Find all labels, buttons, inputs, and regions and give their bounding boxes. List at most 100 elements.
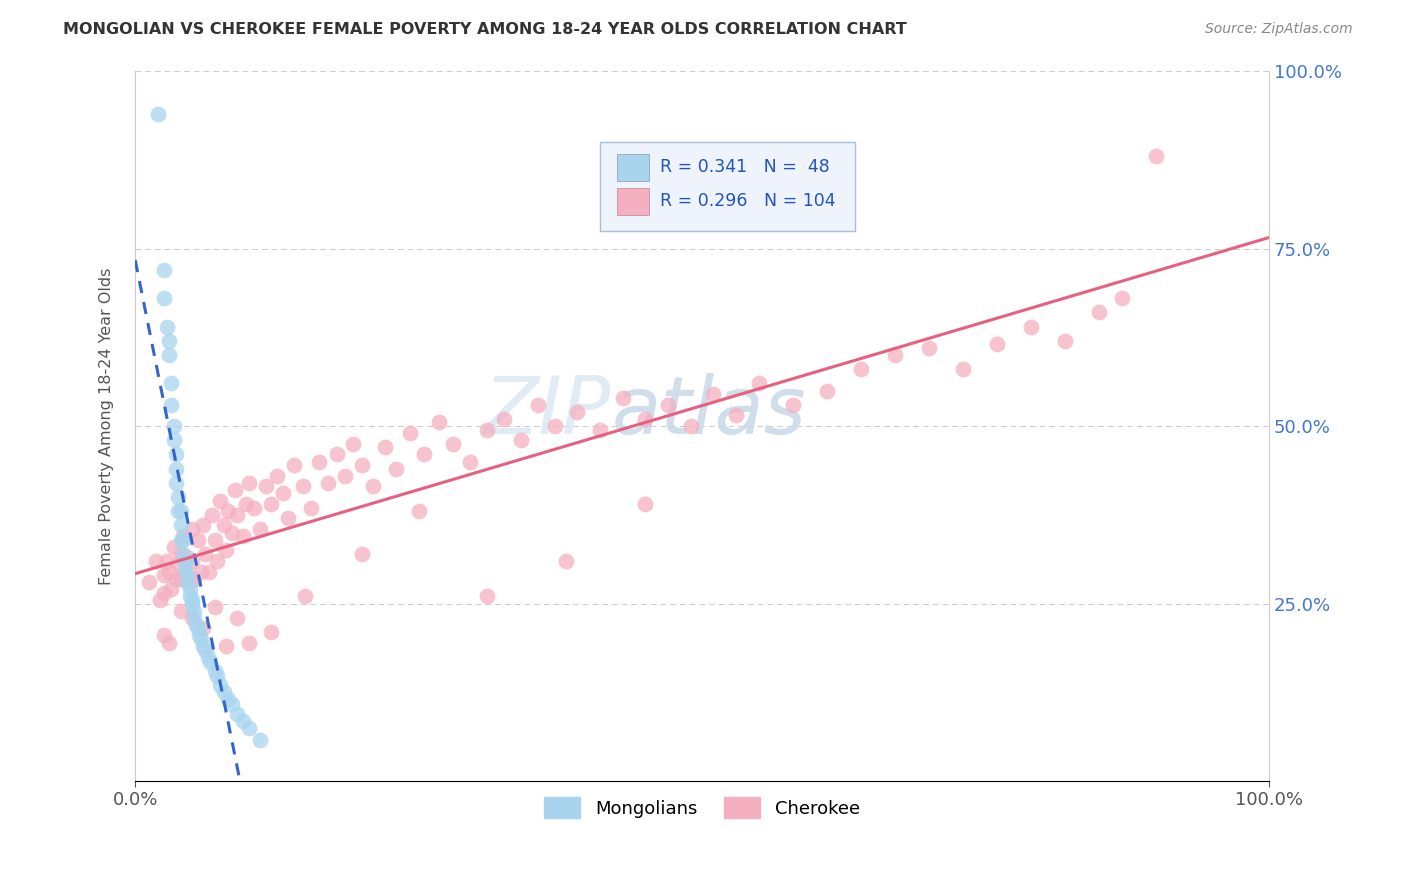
Point	[187, 628, 209, 642]
Point	[194, 642, 217, 657]
Point	[260, 624, 283, 639]
Point	[157, 348, 180, 362]
Point	[167, 504, 190, 518]
Point	[408, 504, 430, 518]
Point	[152, 628, 174, 642]
Point	[702, 387, 724, 401]
Point	[1019, 319, 1042, 334]
Point	[398, 426, 420, 441]
Point	[176, 575, 198, 590]
Point	[475, 590, 498, 604]
Point	[221, 525, 243, 540]
Point	[283, 458, 305, 472]
Point	[152, 586, 174, 600]
Bar	[617, 154, 648, 181]
Point	[183, 604, 205, 618]
Point	[217, 692, 239, 706]
Point	[201, 508, 224, 522]
Text: atlas: atlas	[612, 373, 806, 450]
Point	[1144, 149, 1167, 163]
Point	[1053, 334, 1076, 348]
Point	[232, 529, 254, 543]
Point	[165, 475, 187, 490]
Point	[174, 554, 197, 568]
Point	[179, 590, 201, 604]
Point	[172, 533, 194, 547]
Point	[187, 533, 209, 547]
Point	[193, 621, 215, 635]
Point	[180, 597, 202, 611]
Point	[226, 706, 249, 721]
Text: ZIP: ZIP	[484, 373, 612, 450]
Point	[163, 419, 186, 434]
Point	[612, 391, 634, 405]
Point	[243, 500, 266, 515]
Point	[138, 575, 160, 590]
Point	[179, 575, 201, 590]
Point	[172, 547, 194, 561]
Point	[782, 398, 804, 412]
Point	[198, 565, 221, 579]
Point	[254, 479, 277, 493]
Point	[149, 593, 172, 607]
Point	[427, 416, 450, 430]
Point	[217, 504, 239, 518]
Point	[342, 437, 364, 451]
Point	[157, 635, 180, 649]
Point	[204, 600, 226, 615]
Point	[249, 732, 271, 747]
Text: R = 0.296   N = 104: R = 0.296 N = 104	[659, 192, 835, 210]
Point	[238, 635, 260, 649]
Point	[544, 419, 567, 434]
Point	[952, 362, 974, 376]
Point	[152, 263, 174, 277]
Point	[183, 610, 205, 624]
Point	[815, 384, 838, 398]
Point	[215, 639, 238, 653]
Point	[152, 291, 174, 305]
Point	[160, 582, 183, 597]
Legend: Mongolians, Cherokee: Mongolians, Cherokee	[537, 790, 868, 825]
Point	[679, 419, 702, 434]
Point	[174, 561, 197, 575]
Point	[634, 412, 657, 426]
Point	[238, 721, 260, 735]
Point	[849, 362, 872, 376]
Point	[169, 533, 191, 547]
Point	[152, 568, 174, 582]
Point	[169, 547, 191, 561]
Point	[205, 669, 228, 683]
Point	[193, 639, 215, 653]
Point	[589, 423, 612, 437]
Point	[226, 610, 249, 624]
Point	[238, 475, 260, 490]
Point	[169, 604, 191, 618]
Point	[277, 511, 299, 525]
Point	[174, 565, 197, 579]
Point	[883, 348, 905, 362]
Point	[169, 572, 191, 586]
Point	[163, 540, 186, 554]
Point	[249, 522, 271, 536]
Point	[160, 398, 183, 412]
Point	[725, 409, 748, 423]
Point	[475, 423, 498, 437]
Point	[350, 547, 373, 561]
Point	[179, 582, 201, 597]
Point	[194, 547, 217, 561]
Point	[748, 376, 770, 391]
Point	[157, 565, 180, 579]
Point	[226, 508, 249, 522]
Point	[180, 593, 202, 607]
Point	[167, 490, 190, 504]
Point	[385, 461, 408, 475]
Point	[160, 376, 183, 391]
Point	[266, 468, 288, 483]
Point	[146, 106, 169, 120]
Point	[634, 497, 657, 511]
Point	[209, 678, 232, 692]
Text: Source: ZipAtlas.com: Source: ZipAtlas.com	[1205, 22, 1353, 37]
Point	[215, 543, 238, 558]
Point	[157, 334, 180, 348]
Point	[299, 500, 322, 515]
